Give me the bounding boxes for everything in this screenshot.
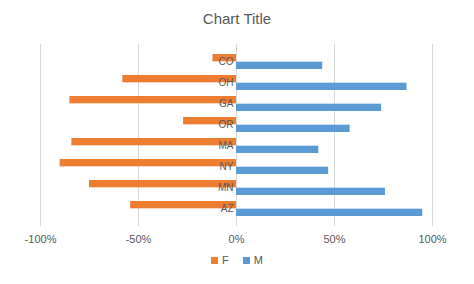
svg-text:MN: MN [218,182,234,193]
html-text:M: M [253,254,263,266]
svg-text:50%: 50% [323,233,345,245]
svg-text:OH: OH [219,77,234,88]
svg-text:0%: 0% [229,233,245,245]
svg-text:CO: CO [219,56,234,67]
svg-text:-100%: -100% [25,233,57,245]
html-text:F: F [222,254,229,266]
svg-text:MA: MA [219,140,234,151]
svg-text:OR: OR [219,119,234,130]
svg-text:100%: 100% [418,233,446,245]
html-text:Chart Title: Chart Title [202,10,272,27]
svg-text:AZ: AZ [221,203,234,214]
svg-text:GA: GA [219,98,234,109]
svg-text:-50%: -50% [126,233,152,245]
svg-text:NY: NY [220,161,234,172]
